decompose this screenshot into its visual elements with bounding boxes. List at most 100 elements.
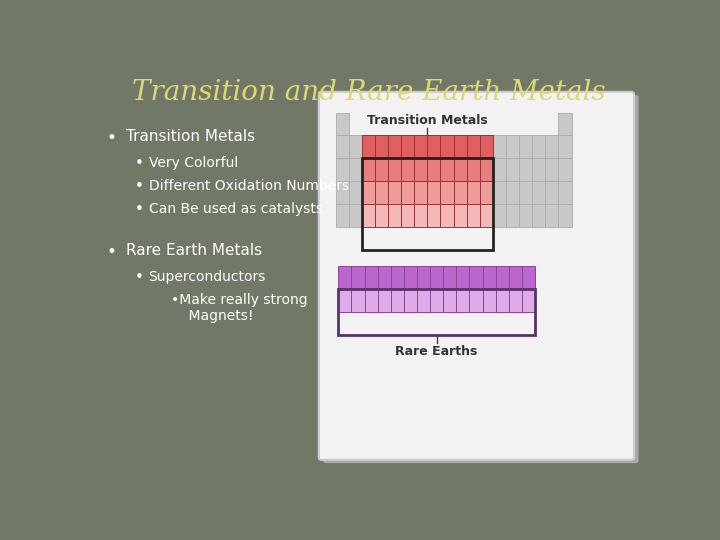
- Text: •: •: [135, 202, 143, 217]
- Bar: [519, 204, 532, 227]
- Bar: [444, 266, 456, 289]
- Bar: [480, 136, 493, 158]
- Text: Rare Earth Metals: Rare Earth Metals: [126, 243, 262, 258]
- Text: Can Be used as catalysts: Can Be used as catalysts: [148, 202, 323, 216]
- Bar: [532, 158, 545, 181]
- Bar: [336, 113, 348, 136]
- Text: •Make really strong
    Magnets!: •Make really strong Magnets!: [171, 293, 307, 323]
- Bar: [361, 181, 375, 204]
- Bar: [454, 181, 467, 204]
- Bar: [493, 136, 506, 158]
- Bar: [401, 181, 414, 204]
- Bar: [348, 204, 361, 227]
- Bar: [417, 266, 430, 289]
- Bar: [532, 204, 545, 227]
- Bar: [378, 289, 391, 312]
- Bar: [361, 158, 375, 181]
- Text: Transition Metals: Transition Metals: [367, 114, 487, 127]
- Bar: [338, 289, 351, 312]
- Bar: [559, 158, 572, 181]
- Text: Rare Earths: Rare Earths: [395, 346, 478, 359]
- Bar: [404, 266, 417, 289]
- Bar: [338, 266, 351, 289]
- Bar: [417, 289, 430, 312]
- Bar: [361, 136, 375, 158]
- Text: Transition Metals: Transition Metals: [126, 129, 256, 144]
- Bar: [388, 181, 401, 204]
- Bar: [456, 289, 469, 312]
- Bar: [469, 266, 482, 289]
- Bar: [495, 289, 509, 312]
- Bar: [427, 158, 441, 181]
- Bar: [506, 204, 519, 227]
- Text: Different Oxidation Numbers: Different Oxidation Numbers: [148, 179, 348, 193]
- Text: •: •: [107, 129, 117, 147]
- Bar: [506, 136, 519, 158]
- Bar: [414, 136, 427, 158]
- Bar: [467, 158, 480, 181]
- Bar: [375, 204, 388, 227]
- Bar: [378, 266, 391, 289]
- Bar: [364, 266, 378, 289]
- Bar: [519, 158, 532, 181]
- Bar: [401, 136, 414, 158]
- Bar: [519, 181, 532, 204]
- Text: •: •: [135, 179, 143, 194]
- Bar: [559, 113, 572, 136]
- Bar: [361, 204, 375, 227]
- Text: Very Colorful: Very Colorful: [148, 156, 238, 170]
- Bar: [388, 136, 401, 158]
- Bar: [388, 158, 401, 181]
- Bar: [469, 289, 482, 312]
- Bar: [391, 289, 404, 312]
- Bar: [493, 181, 506, 204]
- Bar: [467, 181, 480, 204]
- Bar: [480, 158, 493, 181]
- Text: Superconductors: Superconductors: [148, 270, 266, 284]
- Bar: [545, 181, 559, 204]
- Bar: [427, 204, 441, 227]
- Bar: [506, 158, 519, 181]
- Bar: [454, 158, 467, 181]
- Bar: [467, 136, 480, 158]
- Bar: [338, 289, 535, 335]
- Bar: [414, 204, 427, 227]
- Bar: [559, 136, 572, 158]
- Bar: [454, 204, 467, 227]
- Bar: [495, 266, 509, 289]
- Bar: [519, 136, 532, 158]
- Bar: [388, 204, 401, 227]
- Bar: [456, 266, 469, 289]
- Bar: [361, 158, 493, 250]
- Text: •: •: [107, 243, 117, 261]
- Bar: [391, 266, 404, 289]
- Bar: [467, 204, 480, 227]
- Bar: [427, 136, 441, 158]
- Bar: [375, 181, 388, 204]
- Bar: [559, 204, 572, 227]
- Bar: [336, 181, 348, 204]
- Bar: [375, 136, 388, 158]
- Bar: [532, 136, 545, 158]
- Text: Transition and Rare Earth Metals: Transition and Rare Earth Metals: [132, 79, 606, 106]
- Text: •: •: [135, 270, 143, 285]
- Bar: [454, 136, 467, 158]
- Bar: [444, 289, 456, 312]
- Bar: [532, 181, 545, 204]
- Bar: [404, 289, 417, 312]
- Bar: [522, 266, 535, 289]
- Bar: [509, 289, 522, 312]
- Bar: [522, 289, 535, 312]
- Bar: [336, 158, 348, 181]
- Bar: [351, 289, 364, 312]
- Bar: [509, 266, 522, 289]
- Bar: [480, 204, 493, 227]
- FancyBboxPatch shape: [323, 95, 639, 463]
- Bar: [348, 136, 361, 158]
- Bar: [482, 266, 495, 289]
- Bar: [441, 204, 454, 227]
- Bar: [427, 181, 441, 204]
- Bar: [493, 204, 506, 227]
- Bar: [480, 181, 493, 204]
- Bar: [545, 136, 559, 158]
